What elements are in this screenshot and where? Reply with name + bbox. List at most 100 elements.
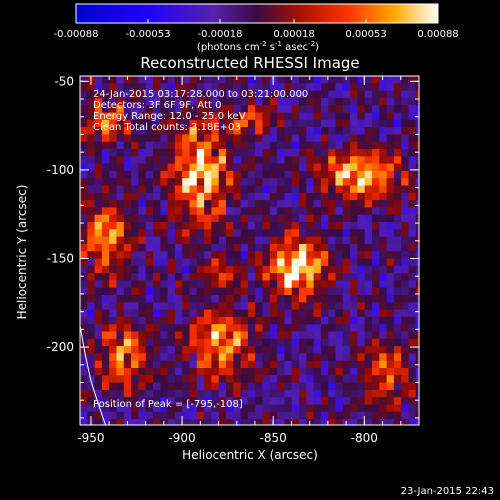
heatmap-pixel — [226, 83, 234, 91]
heatmap-pixel — [131, 280, 139, 289]
heatmap-pixel — [116, 258, 125, 267]
heatmap-pixel — [80, 185, 88, 194]
heatmap-pixel — [342, 141, 351, 150]
heatmap-pixel — [145, 280, 154, 289]
heatmap-pixel — [145, 127, 154, 135]
heatmap-pixel — [189, 338, 198, 347]
heatmap-pixel — [291, 156, 300, 164]
axis-ticks — [80, 76, 419, 425]
heatmap-pixel — [386, 251, 395, 259]
heatmap-pixel — [328, 389, 336, 398]
heatmap-pixel — [342, 316, 351, 325]
heatmap-pixel — [174, 368, 183, 376]
heatmap-pixel — [131, 200, 139, 208]
heatmap-pixel — [423, 127, 431, 135]
heatmap-pixel — [226, 90, 234, 99]
heatmap-pixel — [408, 156, 417, 164]
heatmap-pixel — [423, 229, 431, 237]
heatmap-pixel — [218, 178, 227, 186]
heatmap-pixel — [430, 244, 438, 252]
heatmap-pixel — [211, 105, 220, 113]
heatmap-pixel — [146, 426, 154, 434]
heatmap-pixel — [123, 353, 132, 362]
heatmap-pixel — [160, 302, 168, 310]
heatmap-pixel — [218, 134, 227, 143]
heatmap-pixel — [94, 353, 103, 362]
heatmap-pixel — [328, 360, 336, 369]
heatmap-pixel — [342, 404, 351, 413]
heatmap-pixel — [313, 112, 322, 121]
heatmap-pixel — [423, 324, 431, 332]
heatmap-pixel — [218, 214, 227, 223]
heatmap-pixel — [255, 141, 263, 150]
heatmap-pixel — [350, 375, 358, 383]
heatmap-pixel — [116, 295, 125, 303]
heatmap-pixel — [306, 280, 314, 289]
plot-frame — [79, 75, 420, 426]
heatmap-pixel — [196, 90, 205, 99]
heatmap-pixel — [174, 156, 183, 164]
heatmap-pixel — [167, 76, 176, 84]
heatmap-pixel — [255, 389, 263, 398]
heatmap-pixel — [226, 178, 234, 186]
heatmap-pixel — [342, 83, 351, 91]
heatmap-pixel — [299, 76, 307, 84]
heatmap-pixel — [240, 185, 249, 194]
heatmap-pixel — [247, 389, 256, 398]
heatmap-pixel — [87, 83, 95, 91]
heatmap-pixel — [357, 338, 366, 347]
heatmap-pixel — [109, 419, 117, 425]
heatmap-pixel — [116, 185, 125, 194]
heatmap-pixel — [320, 331, 329, 340]
heatmap-pixel — [299, 338, 307, 347]
heatmap-pixel — [393, 76, 402, 84]
heatmap-pixel — [379, 265, 387, 274]
heatmap-pixel — [240, 83, 249, 91]
heatmap-pixel — [240, 419, 249, 425]
heatmap-pixel — [131, 105, 139, 113]
heatmap-pixel — [430, 295, 438, 303]
heatmap-pixel — [160, 222, 168, 230]
heatmap-pixel — [328, 170, 336, 179]
heatmap-pixel — [320, 90, 329, 99]
heatmap-pixel — [284, 178, 293, 186]
heatmap-pixel — [211, 178, 220, 186]
heatmap-pixel — [94, 280, 103, 289]
heatmap-pixel — [408, 222, 417, 230]
heatmap-pixel — [211, 302, 220, 310]
heatmap-pixel — [145, 185, 154, 194]
heatmap-pixel — [415, 207, 419, 216]
heatmap-pixel — [393, 251, 402, 259]
heatmap-pixel — [320, 258, 329, 267]
heatmap-pixel — [174, 200, 183, 208]
heatmap-pixel — [313, 127, 322, 135]
heatmap-pixel — [335, 316, 344, 325]
heatmap-pixel — [401, 346, 409, 354]
heatmap-pixel — [328, 397, 336, 405]
heatmap-pixel — [123, 214, 132, 223]
heatmap-pixel — [116, 287, 125, 296]
heatmap-pixel — [240, 346, 249, 354]
heatmap-pixel — [138, 207, 147, 216]
heatmap-pixel — [80, 97, 88, 106]
heatmap-pixel — [189, 90, 198, 99]
heatmap-pixel — [174, 90, 183, 99]
heatmap-pixel — [211, 316, 220, 325]
heatmap-pixel — [269, 346, 278, 354]
heatmap-pixel — [226, 170, 234, 179]
heatmap-pixel — [211, 214, 220, 223]
heatmap-pixel — [123, 411, 132, 420]
heatmap-pixel — [415, 368, 419, 376]
heatmap-pixel — [182, 251, 190, 259]
heatmap-pixel — [350, 200, 358, 208]
heatmap-pixel — [430, 164, 438, 172]
heatmap-pixel — [401, 419, 409, 425]
heatmap-pixel — [167, 185, 176, 194]
heatmap-pixel — [167, 397, 176, 405]
heatmap-pixel — [386, 280, 395, 289]
heatmap-pixel — [189, 287, 198, 296]
heatmap-pixel — [357, 185, 366, 194]
heatmap-pixel — [153, 382, 161, 391]
heatmap-pixel — [204, 411, 212, 420]
heatmap-pixel — [109, 309, 117, 318]
